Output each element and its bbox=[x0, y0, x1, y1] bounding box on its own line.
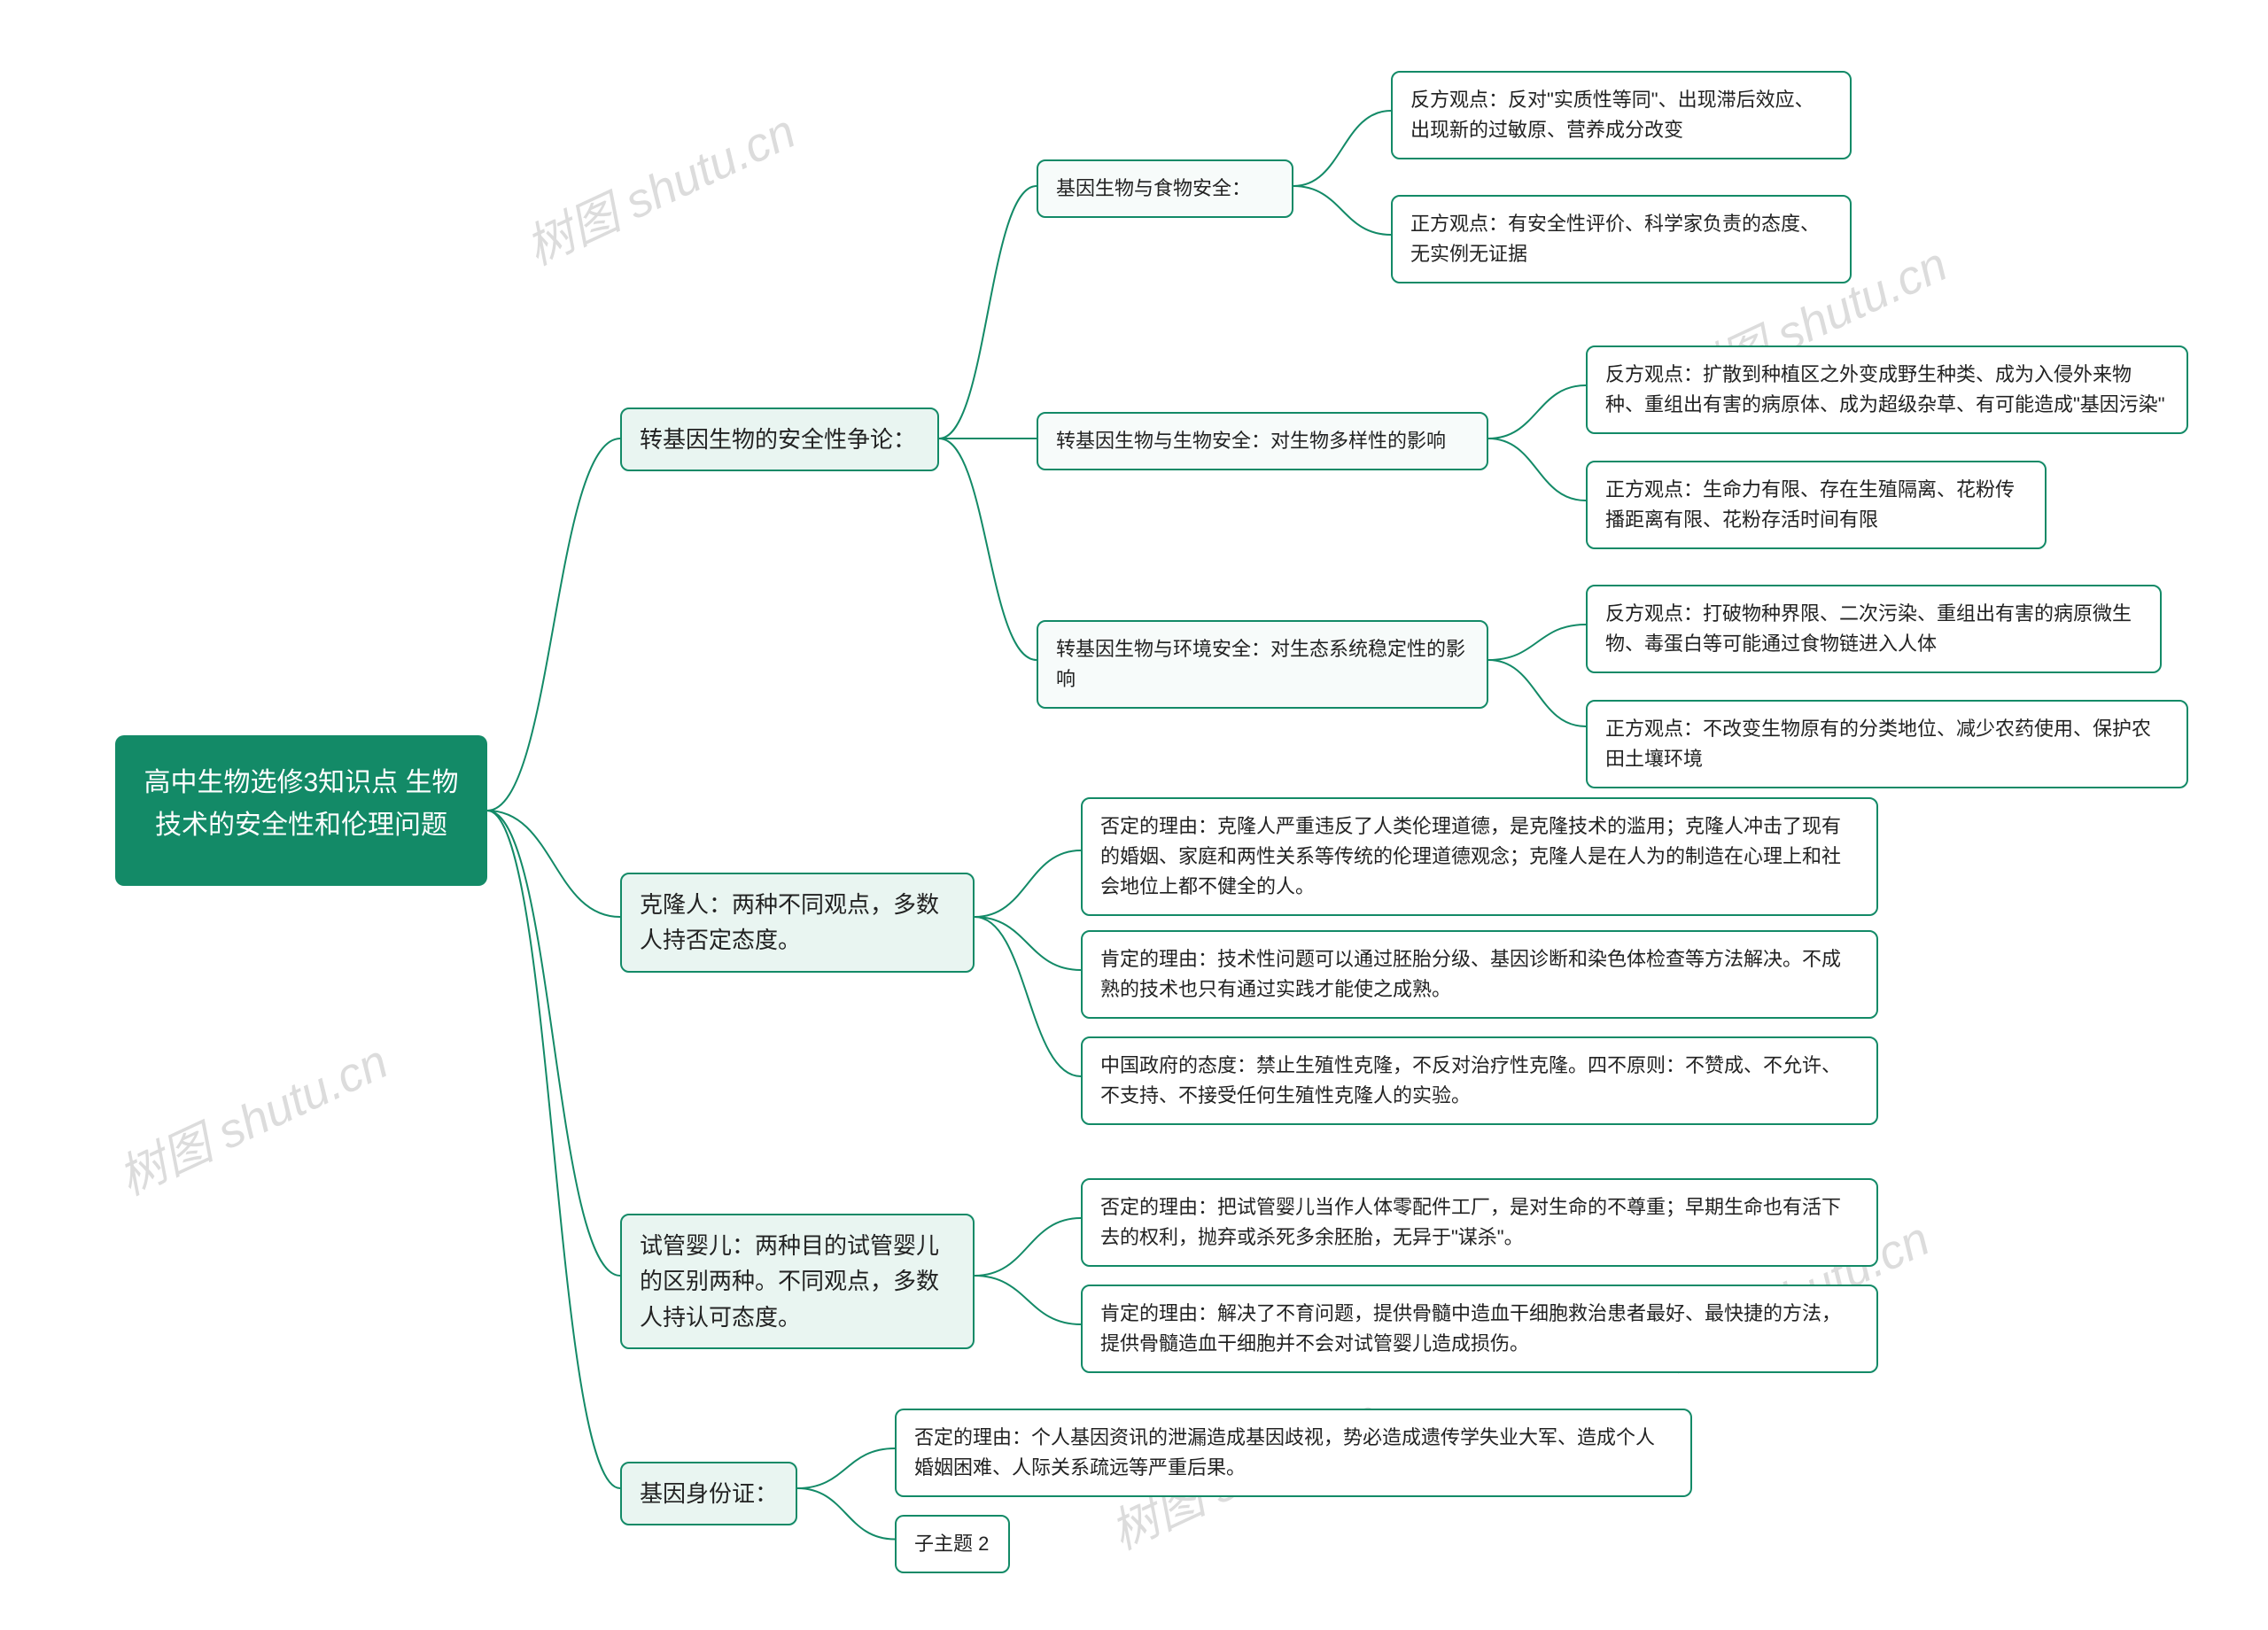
branch-dna[interactable]: 基因身份证： bbox=[620, 1462, 797, 1525]
watermark: 树图 shutu.cn bbox=[105, 1023, 398, 1209]
branch-clone[interactable]: 克隆人：两种不同观点，多数人持否定态度。 bbox=[620, 873, 975, 973]
leaf-env-neg[interactable]: 反方观点：打破物种界限、二次污染、重组出有害的病原微生物、毒蛋白等可能通过食物链… bbox=[1586, 585, 2162, 673]
leaf-clone-pos[interactable]: 肯定的理由：技术性问题可以通过胚胎分级、基因诊断和染色体检查等方法解决。不成熟的… bbox=[1081, 930, 1878, 1019]
leaf-ivf-neg[interactable]: 否定的理由：把试管婴儿当作人体零配件工厂，是对生命的不尊重；早期生命也有活下去的… bbox=[1081, 1178, 1878, 1267]
leaf-dna-neg[interactable]: 否定的理由：个人基因资讯的泄漏造成基因歧视，势必造成遗传学失业大军、造成个人婚姻… bbox=[895, 1409, 1692, 1497]
sub-env-safety[interactable]: 转基因生物与环境安全：对生态系统稳定性的影响 bbox=[1037, 620, 1488, 709]
leaf-env-pos[interactable]: 正方观点：不改变生物原有的分类地位、减少农药使用、保护农田土壤环境 bbox=[1586, 700, 2188, 788]
leaf-clone-gov[interactable]: 中国政府的态度：禁止生殖性克隆，不反对治疗性克隆。四不原则：不赞成、不允许、不支… bbox=[1081, 1036, 1878, 1125]
leaf-ivf-pos[interactable]: 肯定的理由：解决了不育问题，提供骨髓中造血干细胞救治患者最好、最快捷的方法，提供… bbox=[1081, 1285, 1878, 1373]
branch-gmo[interactable]: 转基因生物的安全性争论： bbox=[620, 408, 939, 471]
leaf-bio-pos[interactable]: 正方观点：生命力有限、存在生殖隔离、花粉传播距离有限、花粉存活时间有限 bbox=[1586, 461, 2047, 549]
leaf-food-pos[interactable]: 正方观点：有安全性评价、科学家负责的态度、无实例无证据 bbox=[1391, 195, 1852, 283]
branch-ivf[interactable]: 试管婴儿：两种目的试管婴儿的区别两种。不同观点，多数人持认可态度。 bbox=[620, 1214, 975, 1349]
sub-food-safety[interactable]: 基因生物与食物安全： bbox=[1037, 159, 1293, 218]
watermark: 树图 shutu.cn bbox=[513, 93, 805, 279]
leaf-bio-neg[interactable]: 反方观点：扩散到种植区之外变成野生种类、成为入侵外来物种、重组出有害的病原体、成… bbox=[1586, 345, 2188, 434]
leaf-food-neg[interactable]: 反方观点：反对"实质性等同"、出现滞后效应、出现新的过敏原、营养成分改变 bbox=[1391, 71, 1852, 159]
root-node[interactable]: 高中生物选修3知识点 生物技术的安全性和伦理问题 bbox=[115, 735, 487, 886]
leaf-clone-neg[interactable]: 否定的理由：克隆人严重违反了人类伦理道德，是克隆技术的滥用；克隆人冲击了现有的婚… bbox=[1081, 797, 1878, 916]
mindmap-canvas: 树图 shutu.cn 树图 shutu.cn 树图 shutu.cn 树图 s… bbox=[0, 0, 2268, 1630]
leaf-dna-sub[interactable]: 子主题 2 bbox=[895, 1515, 1010, 1573]
sub-bio-safety[interactable]: 转基因生物与生物安全：对生物多样性的影响 bbox=[1037, 412, 1488, 470]
